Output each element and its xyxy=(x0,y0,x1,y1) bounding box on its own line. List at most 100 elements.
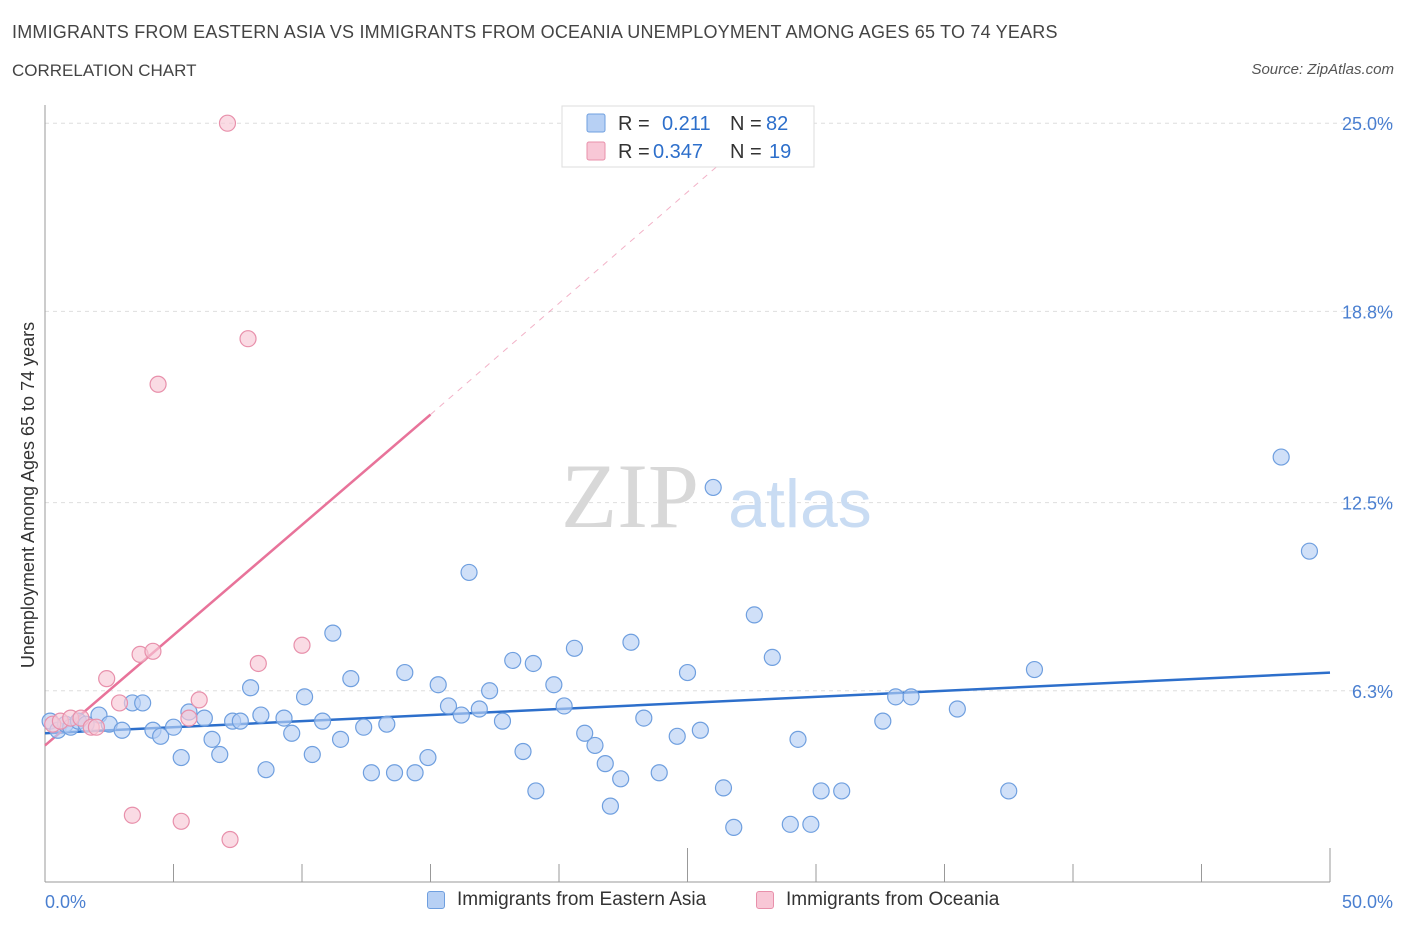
data-point-eastern-asia xyxy=(601,797,620,815)
data-point-eastern-asia xyxy=(295,688,314,706)
x-tick-label-max: 50.0% xyxy=(1342,892,1393,912)
data-point-eastern-asia xyxy=(691,721,709,739)
data-point-eastern-asia xyxy=(396,663,414,682)
data-point-eastern-asia xyxy=(527,782,545,800)
trend-line-oceania-extension xyxy=(430,147,740,415)
trend-line-oceania xyxy=(44,413,432,747)
data-point-eastern-asia xyxy=(514,742,532,761)
data-point-eastern-asia xyxy=(355,718,373,736)
data-point-eastern-asia xyxy=(678,663,697,682)
data-point-oceania xyxy=(172,812,190,830)
data-point-eastern-asia xyxy=(1025,660,1044,679)
data-point-oceania xyxy=(123,806,141,824)
bottom-legend-label-eastern-asia: Immigrants from Eastern Asia xyxy=(457,889,707,910)
data-point-eastern-asia xyxy=(303,745,321,764)
data-point-eastern-asia xyxy=(704,478,722,497)
data-point-eastern-asia xyxy=(378,715,396,733)
data-point-eastern-asia xyxy=(545,676,563,694)
data-point-eastern-asia xyxy=(948,700,966,718)
data-point-eastern-asia xyxy=(493,712,512,730)
data-point-eastern-asia xyxy=(470,700,488,718)
legend: R = 0.211 N = 82 R = 0.347 N = 19 xyxy=(561,105,815,168)
data-point-eastern-asia xyxy=(650,764,668,782)
source-credit: Source: ZipAtlas.com xyxy=(1251,61,1394,78)
data-point-eastern-asia xyxy=(242,679,260,697)
legend-swatch-pink xyxy=(586,141,606,161)
data-point-oceania xyxy=(218,114,237,132)
data-point-eastern-asia xyxy=(203,730,221,748)
data-point-eastern-asia xyxy=(635,709,653,727)
data-point-oceania xyxy=(87,718,106,736)
data-point-eastern-asia xyxy=(576,724,594,742)
legend-swatch-blue xyxy=(586,113,606,133)
legend-r-label-blue: R = xyxy=(618,113,650,135)
watermark-zip: ZIP xyxy=(561,445,699,547)
data-point-eastern-asia xyxy=(164,718,183,736)
data-point-eastern-asia xyxy=(781,815,799,833)
bottom-legend-label-oceania: Immigrants from Oceania xyxy=(786,889,1000,910)
y-axis-title: Unemployment Among Ages 65 to 74 years xyxy=(18,322,38,668)
data-point-eastern-asia xyxy=(1272,448,1290,466)
data-point-eastern-asia xyxy=(195,709,213,727)
legend-n-label-blue: N = xyxy=(730,113,762,135)
watermark-atlas: atlas xyxy=(728,466,872,542)
data-point-eastern-asia xyxy=(586,736,604,755)
bottom-legend-swatch-blue xyxy=(427,891,445,909)
data-point-eastern-asia xyxy=(714,779,733,797)
data-point-eastern-asia xyxy=(1300,542,1319,560)
data-point-eastern-asia xyxy=(324,624,342,642)
data-point-eastern-asia xyxy=(481,682,499,700)
y-tick-label: 25.0% xyxy=(1342,114,1393,134)
legend-r-label-pink: R = xyxy=(618,141,650,163)
legend-r-value-pink: 0.347 xyxy=(653,141,703,163)
bottom-legend-item-eastern-asia: Immigrants from Eastern Asia xyxy=(427,889,706,911)
chart-title: IMMIGRANTS FROM EASTERN ASIA VS IMMIGRAN… xyxy=(12,22,1058,42)
bottom-legend-swatch-pink xyxy=(756,891,774,909)
data-point-oceania xyxy=(98,670,116,688)
data-point-oceania xyxy=(180,709,198,727)
data-point-eastern-asia xyxy=(802,815,820,833)
series-oceania-points xyxy=(44,114,311,849)
data-point-eastern-asia xyxy=(252,706,270,724)
data-point-oceania xyxy=(249,654,267,673)
data-point-eastern-asia xyxy=(524,654,542,673)
data-point-eastern-asia xyxy=(460,563,478,582)
data-point-eastern-asia xyxy=(596,755,614,773)
data-point-oceania xyxy=(221,830,239,849)
bottom-legend-item-oceania: Immigrants from Oceania xyxy=(756,889,999,911)
data-point-eastern-asia xyxy=(385,764,404,782)
data-point-oceania xyxy=(190,691,208,709)
data-point-eastern-asia xyxy=(833,782,851,800)
data-point-eastern-asia xyxy=(1000,782,1018,800)
y-tick-label: 18.8% xyxy=(1342,302,1393,322)
data-point-eastern-asia xyxy=(275,709,293,727)
data-point-oceania xyxy=(239,330,257,348)
bottom-legend: Immigrants from Eastern Asia Immigrants … xyxy=(0,889,1406,917)
data-point-eastern-asia xyxy=(725,818,743,836)
legend-n-value-blue: 82 xyxy=(766,113,788,135)
data-point-eastern-asia xyxy=(887,688,905,706)
data-point-eastern-asia xyxy=(812,782,830,800)
chart-subtitle: CORRELATION CHART xyxy=(12,61,197,80)
data-point-eastern-asia xyxy=(745,606,763,624)
data-point-eastern-asia xyxy=(565,639,584,657)
y-tick-label: 12.5% xyxy=(1342,494,1393,514)
legend-n-value-pink: 19 xyxy=(769,141,791,163)
data-point-eastern-asia xyxy=(152,727,170,745)
data-point-eastern-asia xyxy=(342,670,360,688)
data-point-oceania xyxy=(110,694,129,712)
grid-lines xyxy=(45,122,1393,692)
data-point-eastern-asia xyxy=(874,712,892,730)
y-tick-label: 6.3% xyxy=(1352,682,1393,702)
data-point-eastern-asia xyxy=(362,764,380,782)
data-point-eastern-asia xyxy=(257,761,275,779)
data-point-eastern-asia xyxy=(763,648,781,666)
data-point-eastern-asia xyxy=(555,697,573,715)
data-point-eastern-asia xyxy=(429,676,447,694)
data-point-eastern-asia xyxy=(283,724,301,742)
legend-n-label-pink: N = xyxy=(730,141,762,163)
data-point-eastern-asia xyxy=(134,694,152,712)
data-point-eastern-asia xyxy=(172,748,190,767)
data-point-eastern-asia xyxy=(331,730,350,748)
